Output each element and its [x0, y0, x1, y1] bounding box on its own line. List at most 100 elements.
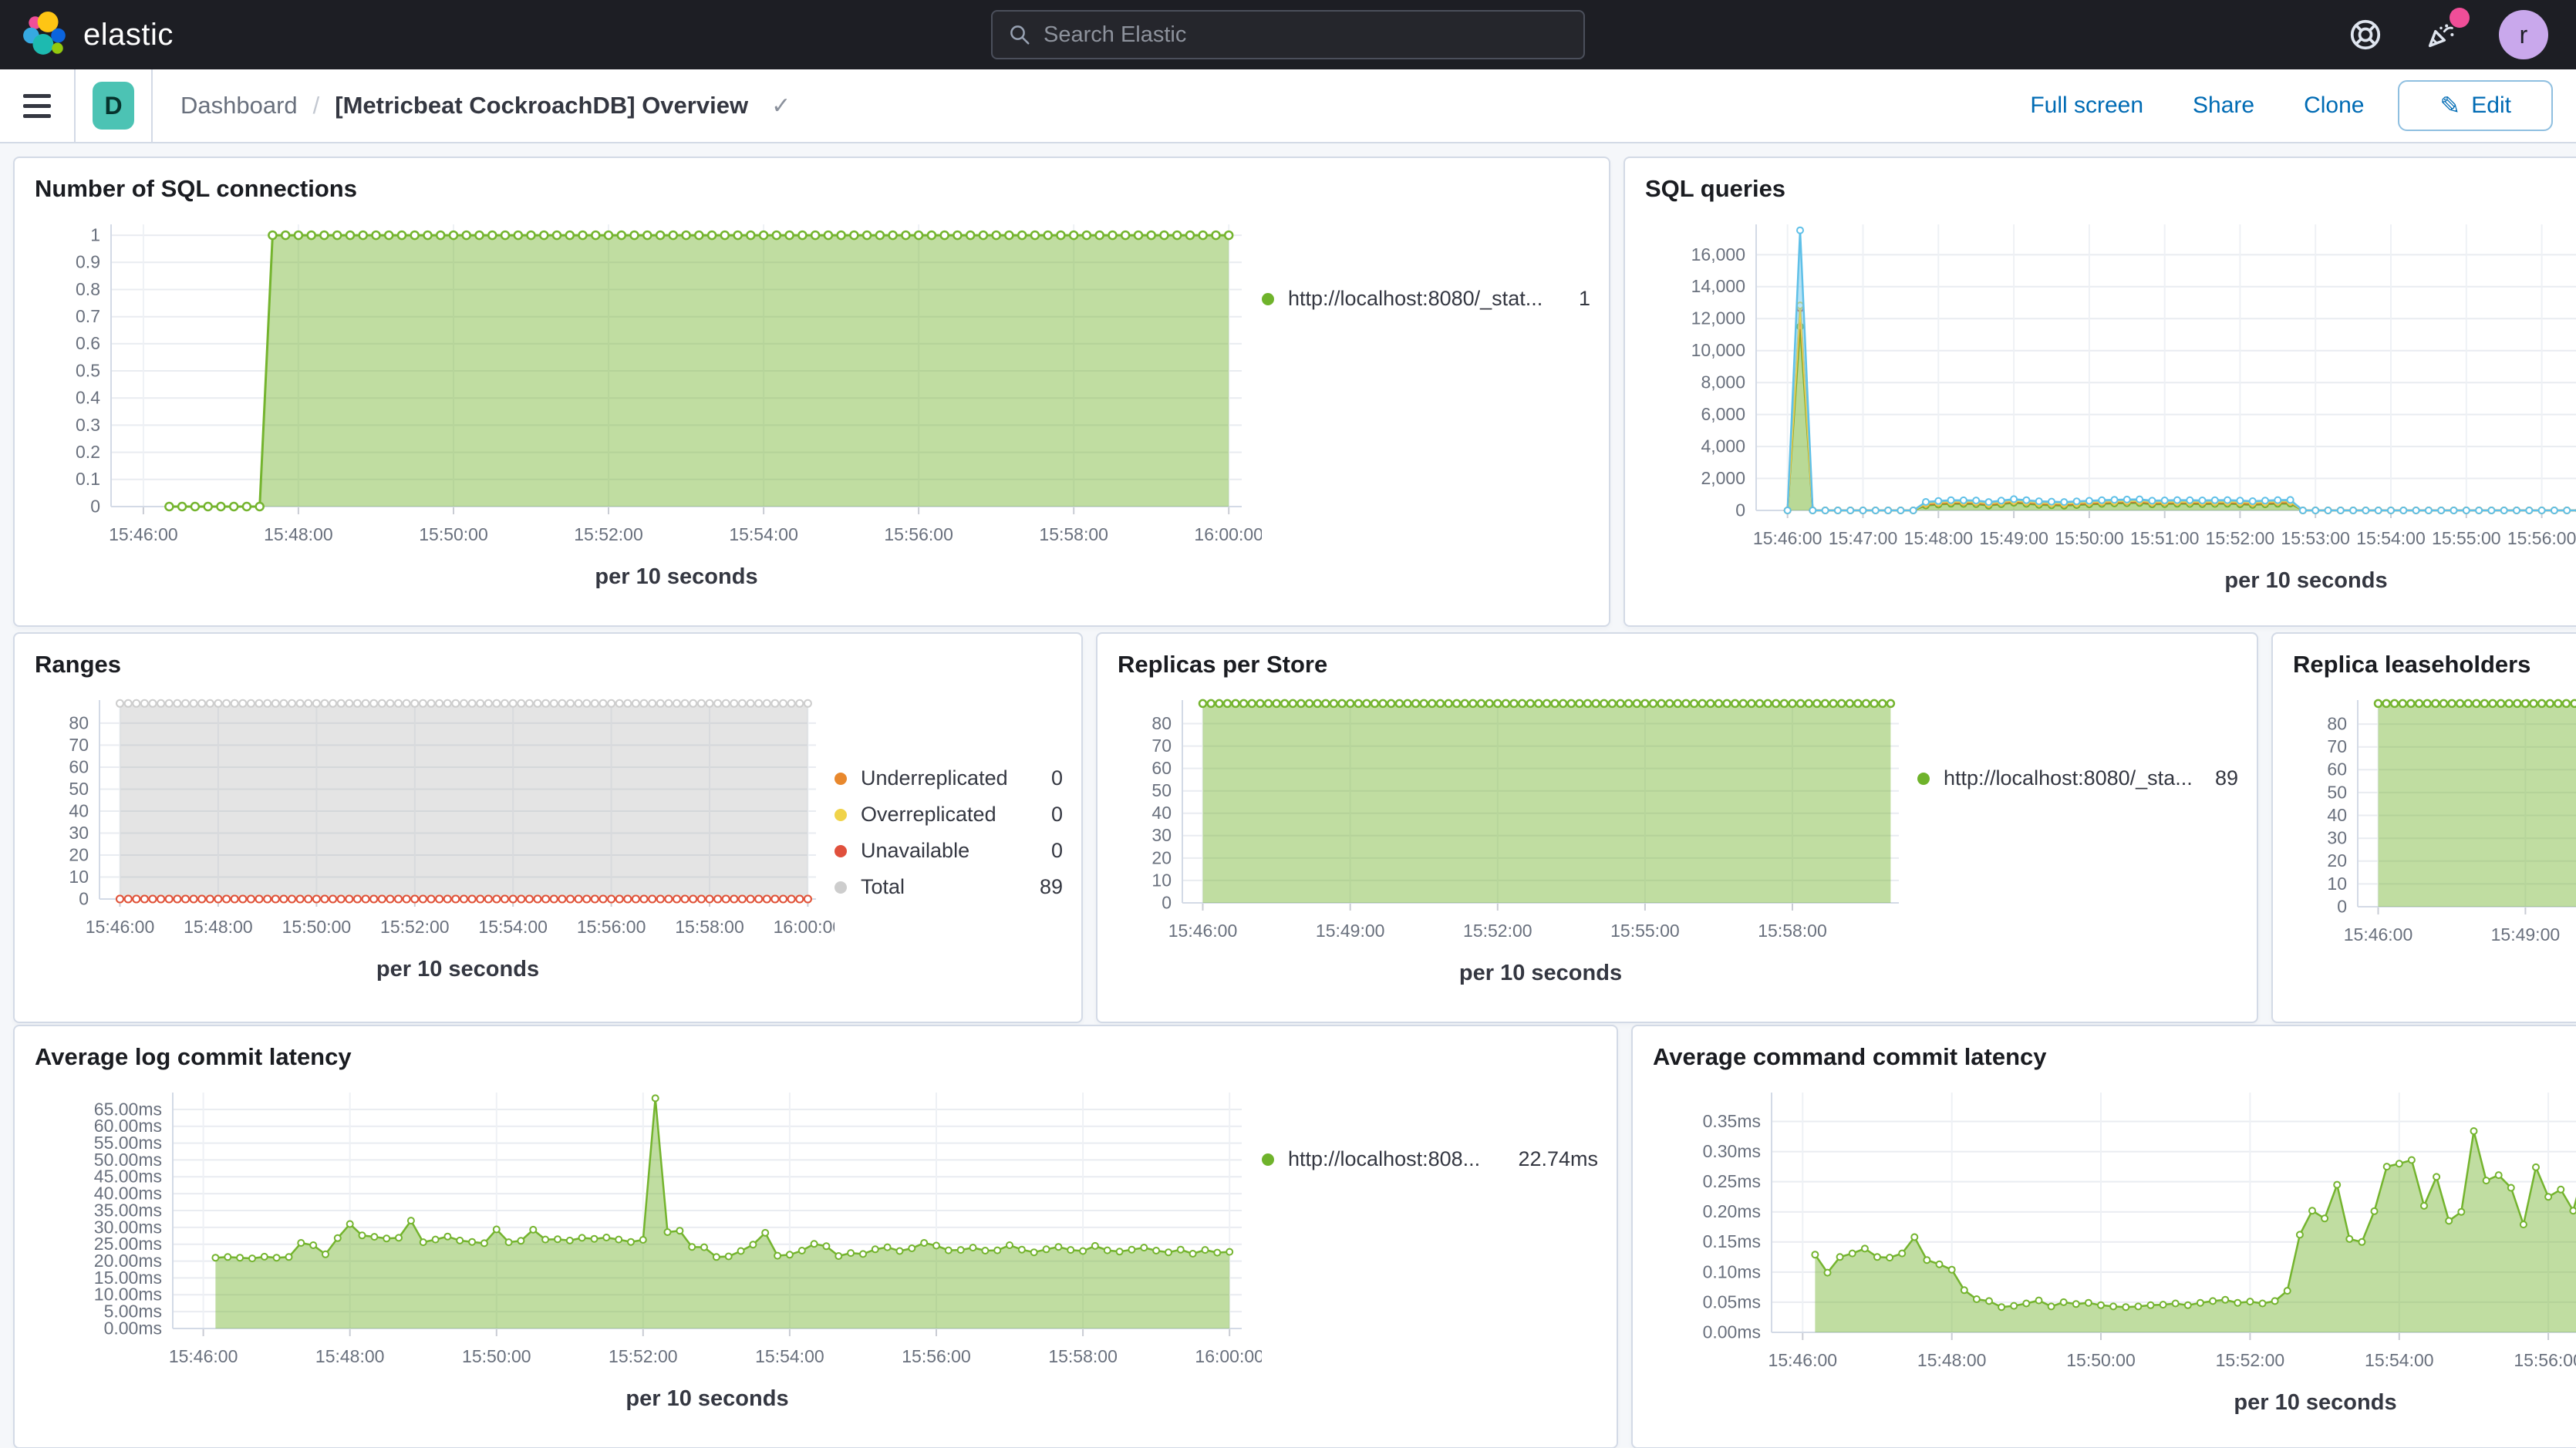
svg-text:0.15ms: 0.15ms	[1703, 1231, 1761, 1251]
help-button[interactable]	[2348, 17, 2383, 52]
space-initial: D	[104, 92, 122, 120]
svg-text:0.9: 0.9	[76, 252, 100, 272]
svg-text:30: 30	[69, 823, 89, 843]
legend-dot-icon	[1262, 1153, 1274, 1166]
user-avatar[interactable]: r	[2499, 10, 2548, 59]
toolbar-actions: Full screen Share Clone ✎ Edit	[2015, 80, 2576, 131]
svg-text:0.25ms: 0.25ms	[1703, 1171, 1761, 1191]
full-screen-button[interactable]: Full screen	[2015, 83, 2159, 128]
svg-text:15:49:00: 15:49:00	[1316, 921, 1385, 941]
svg-text:40: 40	[69, 800, 89, 820]
chart-legend: http://localhost:8080/_sta...89	[1917, 689, 2241, 1008]
svg-text:15:56:00: 15:56:00	[902, 1346, 971, 1366]
svg-text:15:55:00: 15:55:00	[2432, 528, 2501, 548]
svg-text:per 10 seconds: per 10 seconds	[595, 564, 757, 589]
panel-replicas-per-store: Replicas per Store 0102030405060708015:4…	[1096, 632, 2258, 1023]
svg-text:15:48:00: 15:48:00	[1917, 1350, 1987, 1370]
legend-value: 1	[1579, 287, 1590, 311]
svg-text:15:50:00: 15:50:00	[419, 524, 488, 544]
svg-text:40: 40	[1151, 803, 1172, 823]
svg-text:15:48:00: 15:48:00	[184, 917, 253, 937]
svg-text:15:48:00: 15:48:00	[315, 1346, 385, 1366]
space-switcher-button[interactable]: D	[93, 82, 134, 130]
svg-text:0.7: 0.7	[76, 306, 100, 326]
svg-text:50: 50	[1151, 780, 1172, 800]
svg-text:0.00ms: 0.00ms	[1703, 1322, 1761, 1342]
panel-average-command-commit-latency: Average command commit latency 0.00ms0.0…	[1631, 1025, 2576, 1448]
edit-button[interactable]: ✎ Edit	[2398, 80, 2553, 131]
svg-text:15:52:00: 15:52:00	[1463, 921, 1532, 941]
legend-value: 0	[1051, 839, 1063, 863]
elastic-home-button[interactable]: elastic	[0, 11, 174, 59]
panel-ranges: Ranges 0102030405060708015:46:0015:48:00…	[13, 632, 1083, 1023]
newsfeed-button[interactable]	[2423, 17, 2459, 52]
legend-item[interactable]: Overreplicated0	[835, 803, 1063, 827]
chart-title: Number of SQL connections	[35, 175, 1593, 203]
dashboard-content: Number of SQL connections 00.10.20.30.40…	[0, 143, 2576, 1448]
page-title: [Metricbeat CockroachDB] Overview	[335, 92, 748, 120]
svg-text:0: 0	[1735, 500, 1745, 520]
chart-canvas-sql-queries[interactable]: 02,0004,0006,0008,00010,00012,00014,0001…	[1640, 214, 2576, 611]
panel-sql-queries: SQL queries 02,0004,0006,0008,00010,0001…	[1623, 157, 2576, 627]
svg-text:80: 80	[1151, 713, 1172, 733]
top-navigation-bar: elastic	[0, 0, 2576, 69]
global-search-box[interactable]	[991, 10, 1585, 59]
panel-average-log-commit-latency: Average log commit latency 0.00ms5.00ms1…	[13, 1025, 1618, 1448]
svg-text:0.4: 0.4	[76, 388, 100, 408]
legend-item[interactable]: Total89	[835, 875, 1063, 899]
svg-text:15:54:00: 15:54:00	[729, 524, 798, 544]
svg-text:16:00:00: 16:00:00	[1194, 524, 1262, 544]
chart-canvas-command-commit-latency[interactable]: 0.00ms0.05ms0.10ms0.15ms0.20ms0.25ms0.30…	[1648, 1082, 2576, 1433]
chart-canvas-replica-leaseholders[interactable]: 0102030405060708015:46:0015:49:0015:52:0…	[2288, 689, 2576, 1008]
svg-text:0.1: 0.1	[76, 469, 100, 489]
clone-button[interactable]: Clone	[2288, 83, 2379, 128]
svg-text:0.10ms: 0.10ms	[1703, 1261, 1761, 1281]
svg-text:30: 30	[1151, 825, 1172, 845]
svg-text:0.3: 0.3	[76, 415, 100, 435]
svg-text:15:46:00: 15:46:00	[1753, 528, 1822, 548]
chart-canvas-replicas-per-store[interactable]: 0102030405060708015:46:0015:49:0015:52:0…	[1113, 689, 1917, 1008]
chart-legend: Underreplicated0 Overreplicated0 Unavailab…	[835, 689, 1066, 1008]
breadcrumb-dashboard-link[interactable]: Dashboard	[180, 92, 298, 120]
chart-canvas-ranges[interactable]: 0102030405060708015:46:0015:48:0015:50:0…	[30, 689, 835, 1008]
svg-text:0.35ms: 0.35ms	[1703, 1111, 1761, 1131]
svg-text:15:49:00: 15:49:00	[1979, 528, 2048, 548]
svg-text:60: 60	[69, 756, 89, 776]
svg-text:15:46:00: 15:46:00	[86, 917, 155, 937]
svg-text:14,000: 14,000	[1691, 276, 1745, 296]
svg-text:50: 50	[69, 779, 89, 799]
breadcrumb-separator: /	[313, 92, 320, 120]
svg-text:15:58:00: 15:58:00	[1758, 921, 1827, 941]
search-icon	[1008, 23, 1031, 46]
svg-text:15:56:00: 15:56:00	[577, 917, 646, 937]
svg-text:15:51:00: 15:51:00	[2130, 528, 2200, 548]
svg-text:6,000: 6,000	[1701, 404, 1745, 424]
legend-item[interactable]: http://localhost:808...22.74ms	[1262, 1147, 1598, 1171]
menu-hamburger-button[interactable]	[0, 69, 74, 142]
svg-text:15:55:00: 15:55:00	[1610, 921, 1680, 941]
chart-canvas-log-commit-latency[interactable]: 0.00ms5.00ms10.00ms15.00ms20.00ms25.00ms…	[30, 1082, 1262, 1433]
chart-title: Replica leaseholders	[2293, 651, 2576, 679]
panel-replica-leaseholders: Replica leaseholders 0102030405060708015…	[2271, 632, 2576, 1023]
legend-value: 89	[2215, 766, 2238, 790]
legend-value: 0	[1051, 766, 1063, 790]
svg-text:15:52:00: 15:52:00	[2216, 1350, 2285, 1370]
chart-title: SQL queries	[1645, 175, 2576, 203]
legend-item[interactable]: http://localhost:8080/_stat...1	[1262, 287, 1590, 311]
svg-text:4,000: 4,000	[1701, 436, 1745, 456]
svg-text:per 10 seconds: per 10 seconds	[2234, 1390, 2396, 1415]
edit-button-label: Edit	[2471, 93, 2511, 119]
legend-item[interactable]: Underreplicated0	[835, 766, 1063, 790]
legend-item[interactable]: Unavailable0	[835, 839, 1063, 863]
svg-text:16:00:00: 16:00:00	[774, 917, 835, 937]
share-button[interactable]: Share	[2177, 83, 2270, 128]
legend-item[interactable]: http://localhost:8080/_sta...89	[1917, 766, 2238, 790]
chart-title: Average command commit latency	[1653, 1043, 2576, 1071]
legend-value: 0	[1051, 803, 1063, 827]
chart-canvas-sql-connections[interactable]: 00.10.20.30.40.50.60.70.80.9115:46:0015:…	[30, 214, 1262, 611]
legend-value: 22.74ms	[1518, 1147, 1598, 1171]
search-input[interactable]	[1044, 22, 1568, 48]
pencil-icon: ✎	[2439, 91, 2460, 120]
svg-text:15:46:00: 15:46:00	[2344, 924, 2413, 945]
svg-text:per 10 seconds: per 10 seconds	[625, 1386, 788, 1411]
